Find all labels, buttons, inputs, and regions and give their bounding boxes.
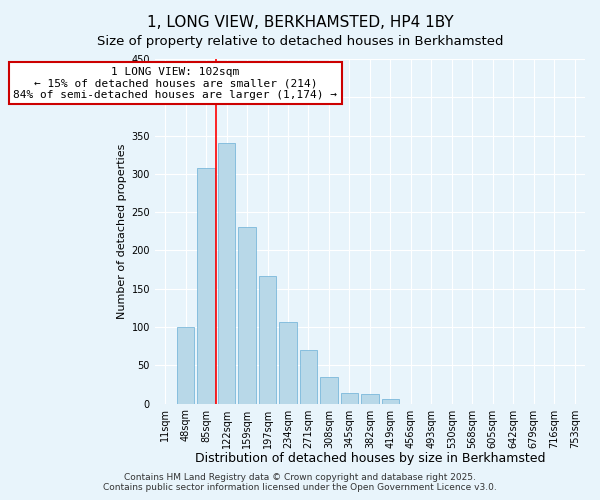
Bar — [218, 143, 235, 404]
Bar — [279, 322, 297, 404]
Text: Size of property relative to detached houses in Berkhamsted: Size of property relative to detached ho… — [97, 35, 503, 48]
Text: 1, LONG VIEW, BERKHAMSTED, HP4 1BY: 1, LONG VIEW, BERKHAMSTED, HP4 1BY — [146, 15, 454, 30]
Bar — [238, 228, 256, 404]
Bar — [320, 377, 338, 404]
Y-axis label: Number of detached properties: Number of detached properties — [117, 144, 127, 319]
Text: 1 LONG VIEW: 102sqm
← 15% of detached houses are smaller (214)
84% of semi-detac: 1 LONG VIEW: 102sqm ← 15% of detached ho… — [13, 66, 337, 100]
Bar — [300, 350, 317, 404]
Bar — [177, 327, 194, 404]
Bar — [382, 399, 399, 404]
Bar — [197, 168, 215, 404]
Bar — [341, 393, 358, 404]
Bar — [361, 394, 379, 404]
X-axis label: Distribution of detached houses by size in Berkhamsted: Distribution of detached houses by size … — [194, 452, 545, 465]
Bar — [259, 276, 276, 404]
Text: Contains HM Land Registry data © Crown copyright and database right 2025.
Contai: Contains HM Land Registry data © Crown c… — [103, 473, 497, 492]
